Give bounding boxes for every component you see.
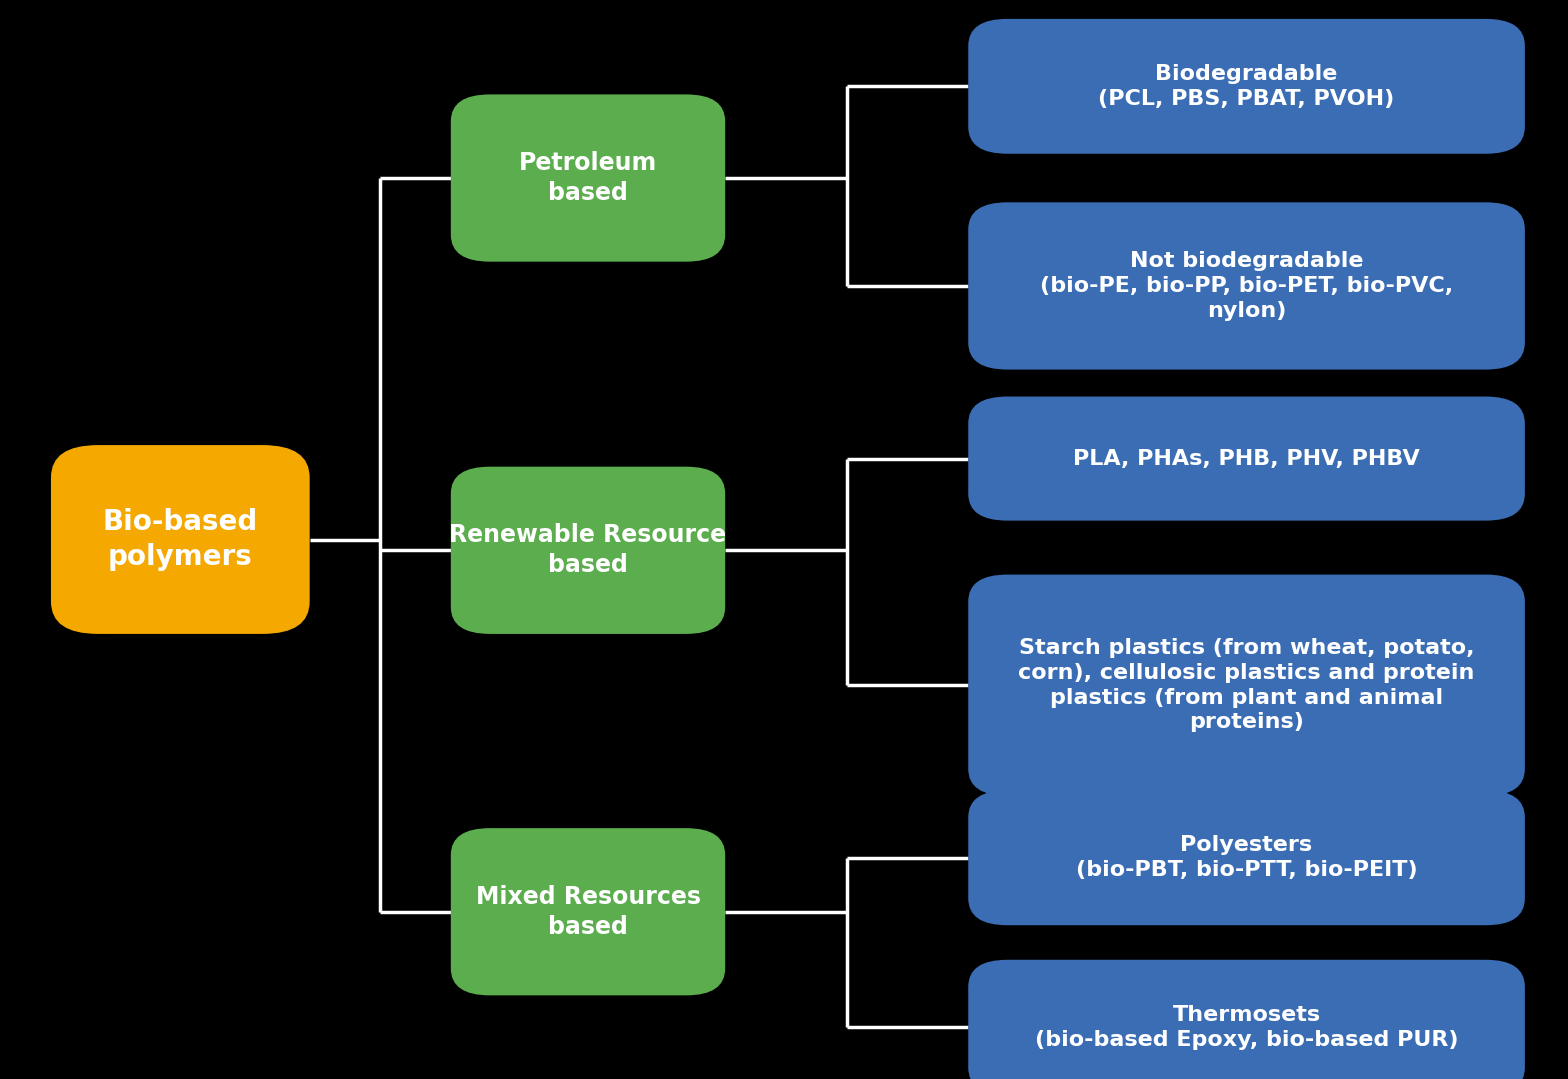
Text: Mixed Resources
based: Mixed Resources based [475, 885, 701, 939]
FancyBboxPatch shape [969, 203, 1524, 369]
Text: Thermosets
(bio-based Epoxy, bio-based PUR): Thermosets (bio-based Epoxy, bio-based P… [1035, 1005, 1458, 1050]
FancyBboxPatch shape [450, 466, 724, 634]
FancyBboxPatch shape [969, 960, 1524, 1079]
Text: Starch plastics (from wheat, potato,
corn), cellulosic plastics and protein
plas: Starch plastics (from wheat, potato, cor… [1018, 638, 1475, 733]
FancyBboxPatch shape [50, 446, 309, 634]
Text: Renewable Resource
based: Renewable Resource based [450, 523, 726, 577]
Text: PLA, PHAs, PHB, PHV, PHBV: PLA, PHAs, PHB, PHV, PHBV [1073, 449, 1421, 468]
FancyBboxPatch shape [450, 95, 724, 262]
FancyBboxPatch shape [969, 18, 1524, 153]
Text: Bio-based
polymers: Bio-based polymers [102, 508, 259, 571]
Text: Petroleum
based: Petroleum based [519, 151, 657, 205]
FancyBboxPatch shape [450, 829, 724, 995]
Text: Biodegradable
(PCL, PBS, PBAT, PVOH): Biodegradable (PCL, PBS, PBAT, PVOH) [1099, 64, 1394, 109]
FancyBboxPatch shape [969, 790, 1524, 926]
FancyBboxPatch shape [969, 574, 1524, 796]
Text: Polyesters
(bio-PBT, bio-PTT, bio-PEIT): Polyesters (bio-PBT, bio-PTT, bio-PEIT) [1076, 835, 1417, 880]
Text: Not biodegradable
(bio-PE, bio-PP, bio-PET, bio-PVC,
nylon): Not biodegradable (bio-PE, bio-PP, bio-P… [1040, 251, 1454, 320]
FancyBboxPatch shape [969, 397, 1524, 521]
